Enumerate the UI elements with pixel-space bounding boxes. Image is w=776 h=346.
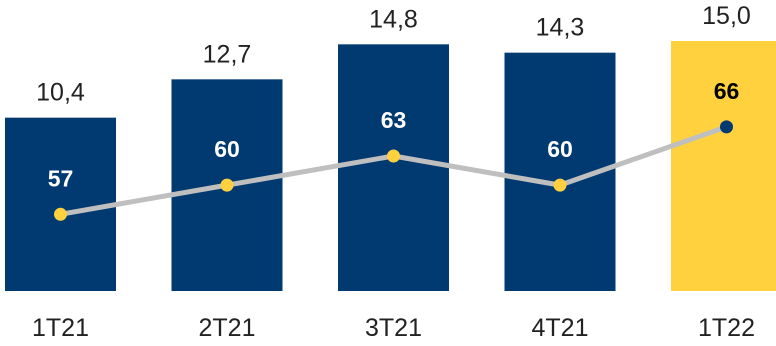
chart-labels: 10,4 1T21 12,7 2T21 14,8 3T21 14,3 4T21 15,0 1T22… (32, 2, 755, 342)
bar-value-label: 10,4 (36, 79, 85, 107)
bar-value-label: 14,8 (369, 5, 418, 33)
line-value-label: 60 (214, 136, 240, 162)
line-point-1t21 (54, 207, 67, 221)
bar-value-label: 14,3 (536, 14, 585, 42)
x-tick-label: 1T21 (32, 314, 89, 342)
x-tick-label: 4T21 (532, 314, 589, 342)
line-value-label: 60 (547, 136, 573, 162)
bar-series (5, 41, 776, 292)
x-tick-label: 2T21 (199, 314, 256, 342)
line-point-3t21 (387, 149, 400, 163)
bar-3t21 (338, 44, 449, 292)
line-value-label: 63 (381, 107, 407, 133)
x-tick-label: 3T21 (365, 314, 422, 342)
line-point-2t21 (220, 178, 234, 192)
line-series (54, 120, 733, 221)
line-value-label: 57 (48, 165, 74, 191)
x-tick-label: 1T22 (698, 314, 755, 342)
line-point-4t21 (553, 178, 567, 192)
bar-value-label: 12,7 (203, 40, 252, 68)
bar-1t22 (671, 41, 776, 291)
line-point-1t22 (720, 120, 733, 134)
bar-1t21 (5, 117, 116, 292)
bar-value-label: 15,0 (702, 2, 751, 30)
line-value-label: 66 (714, 78, 740, 104)
